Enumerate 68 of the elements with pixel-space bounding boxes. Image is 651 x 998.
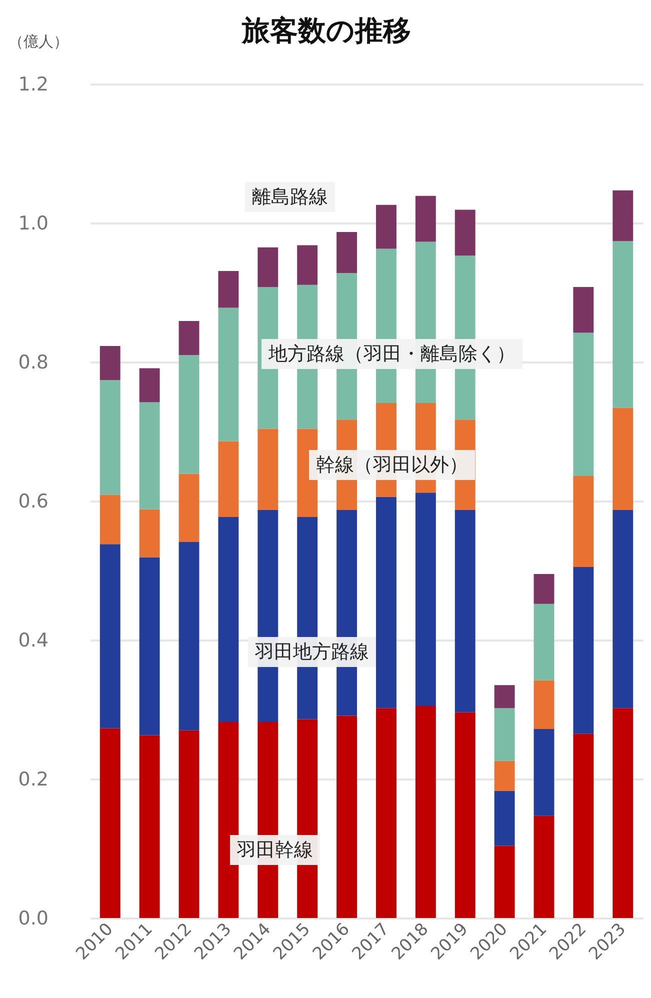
bar [376, 708, 396, 918]
bar [494, 790, 515, 846]
bar [573, 476, 594, 568]
y-tick-label: 0.6 [18, 490, 48, 512]
bar [100, 728, 120, 918]
bar [612, 241, 634, 408]
bar [139, 402, 160, 510]
bar [218, 516, 239, 722]
bar [534, 604, 554, 680]
series-label: 羽田幹線 [236, 839, 313, 861]
y-tick-label: 0.0 [18, 908, 48, 930]
bar [178, 730, 200, 918]
bar [258, 428, 278, 510]
bar [100, 380, 120, 495]
y-tick-label: 1.2 [18, 74, 48, 96]
y-tick-label: 0.2 [18, 768, 48, 790]
bar [100, 544, 120, 728]
bar [376, 204, 396, 249]
series-label: 地方路線（羽田・離島除く） [268, 343, 516, 365]
y-axis-title: （億人） [8, 32, 68, 50]
bar [612, 190, 634, 242]
y-tick-label: 0.4 [18, 630, 48, 652]
bar [534, 728, 554, 816]
bar [218, 270, 239, 308]
bar [178, 474, 200, 542]
bar [573, 286, 594, 333]
bar [297, 245, 318, 285]
bar [534, 680, 554, 729]
bar [612, 408, 634, 510]
bar [494, 846, 515, 918]
bar [612, 708, 634, 918]
bar [139, 368, 160, 402]
bar [218, 441, 239, 517]
bar [494, 760, 515, 791]
y-tick-label: 1.0 [18, 212, 48, 234]
bar [454, 510, 476, 712]
bar [573, 734, 594, 918]
bar [100, 346, 120, 380]
bar [415, 196, 436, 242]
bar [534, 816, 554, 918]
bar [139, 735, 160, 918]
bar [415, 492, 436, 706]
bar [454, 210, 476, 256]
chart-title: 旅客数の推移 [241, 14, 411, 47]
y-tick-label: 0.8 [18, 352, 48, 374]
bar [494, 708, 515, 761]
bar [100, 494, 120, 544]
bar [178, 355, 200, 474]
bar [336, 232, 357, 274]
bar [139, 557, 160, 736]
bar [258, 247, 278, 287]
bar [612, 510, 634, 708]
bar [573, 332, 594, 476]
series-label: 羽田地方路線 [254, 641, 369, 663]
bar [573, 567, 594, 734]
bar [454, 712, 476, 918]
bar [178, 320, 200, 356]
bar [139, 509, 160, 558]
series-label: 幹線（羽田以外） [316, 454, 468, 476]
bar [178, 542, 200, 730]
bar [534, 574, 554, 604]
bar [376, 496, 396, 708]
series-label: 離島路線 [252, 186, 328, 208]
bar [415, 706, 436, 918]
bar [218, 308, 239, 442]
bar [494, 685, 515, 708]
bar [218, 722, 239, 918]
bar [336, 716, 357, 918]
